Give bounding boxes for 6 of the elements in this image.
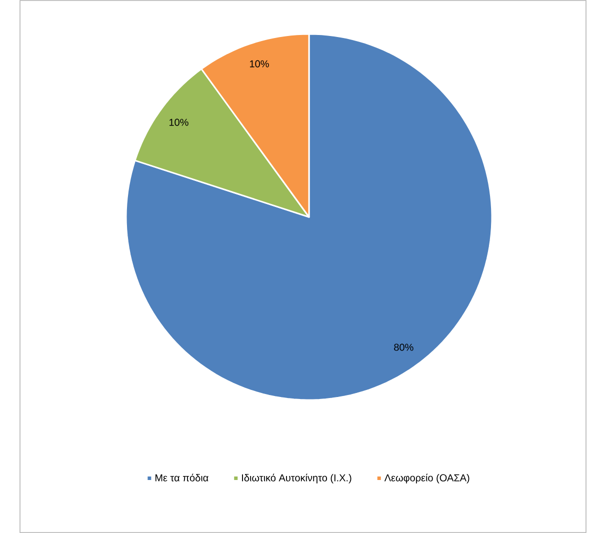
data-label: 80% bbox=[394, 344, 414, 351]
legend-label: Ιδιωτικό Αυτοκίνητο (Ι.Χ.) bbox=[242, 474, 352, 484]
data-label: 10% bbox=[250, 60, 269, 68]
legend-label: Με τα πόδια bbox=[155, 474, 208, 482]
legend-label: Λεωφορείο (ΟΑΣΑ) bbox=[384, 474, 470, 484]
data-label: 10% bbox=[169, 118, 188, 126]
